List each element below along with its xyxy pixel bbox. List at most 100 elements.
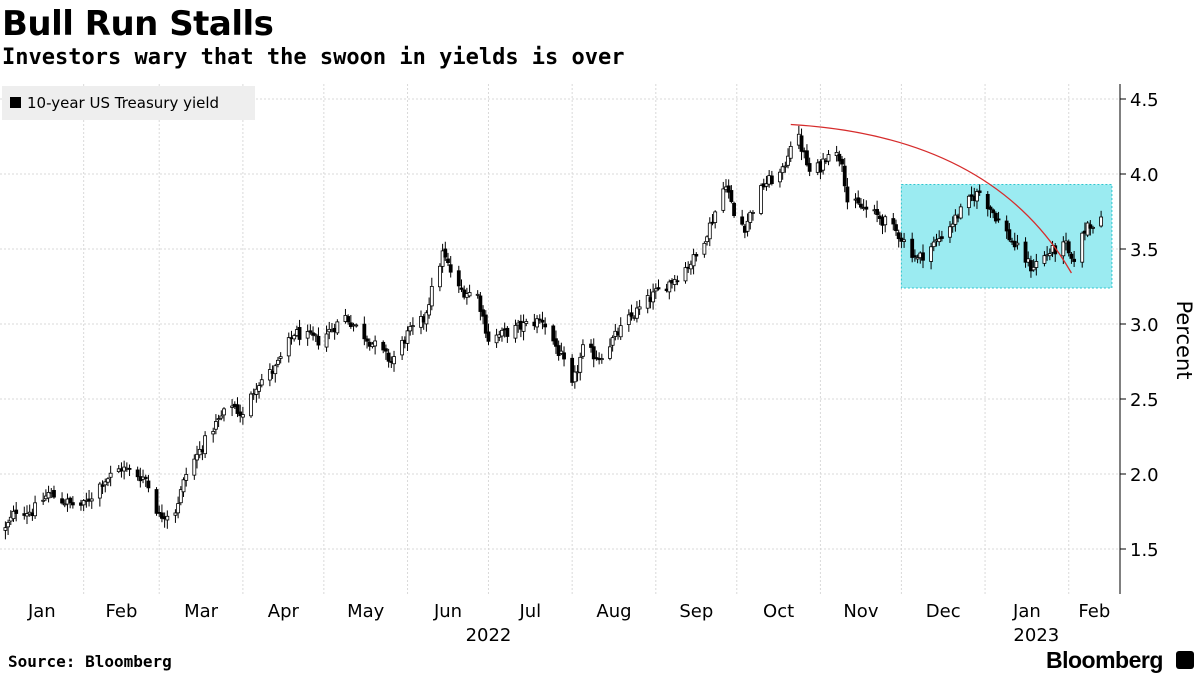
candle-body bbox=[912, 255, 917, 258]
candle-body bbox=[1031, 266, 1036, 271]
candle-body bbox=[292, 335, 297, 340]
candle-body bbox=[386, 352, 391, 362]
chart-subtitle: Investors wary that the swoon in yields … bbox=[2, 45, 625, 70]
candle-body bbox=[1066, 241, 1071, 254]
candle-body bbox=[475, 293, 480, 296]
candle-body bbox=[446, 258, 450, 264]
candle-body bbox=[651, 291, 656, 303]
candle-body bbox=[41, 499, 46, 502]
candle-body bbox=[1047, 253, 1052, 257]
candle-body bbox=[637, 306, 642, 310]
candle-body bbox=[826, 154, 831, 162]
candle-body bbox=[910, 238, 915, 258]
y-tick-label: 3.0 bbox=[1130, 315, 1159, 336]
candle-body bbox=[427, 304, 432, 316]
candle-body bbox=[675, 280, 680, 283]
candle-body bbox=[599, 358, 604, 361]
candle-body bbox=[859, 203, 863, 208]
candle-body bbox=[135, 469, 140, 478]
candle-body bbox=[745, 220, 750, 232]
candle-body bbox=[688, 263, 693, 270]
candle-body bbox=[197, 448, 202, 456]
candle-body bbox=[127, 468, 132, 470]
candle-body bbox=[759, 185, 763, 214]
candle-body bbox=[146, 480, 151, 489]
candle-body bbox=[950, 223, 955, 228]
y-tick-label: 2.0 bbox=[1130, 465, 1159, 486]
candle-body bbox=[483, 314, 488, 334]
candle-body bbox=[537, 318, 542, 321]
candle-body bbox=[931, 241, 936, 248]
candle-body bbox=[1004, 220, 1009, 232]
candle-body bbox=[875, 209, 880, 215]
brand-logo-text: Bloomberg bbox=[1046, 647, 1163, 673]
legend-swatch bbox=[10, 97, 21, 108]
candle-body bbox=[1080, 232, 1085, 263]
candle-body bbox=[311, 332, 315, 336]
candle-body bbox=[740, 216, 745, 225]
candle-body bbox=[400, 340, 405, 356]
candle-body bbox=[6, 522, 10, 528]
candle-body bbox=[969, 194, 974, 197]
candle-body bbox=[238, 411, 243, 417]
candle-body bbox=[591, 346, 596, 360]
candle-body bbox=[178, 489, 183, 504]
candle-body bbox=[3, 527, 8, 531]
candle-body bbox=[1085, 222, 1090, 236]
candle-body bbox=[346, 316, 351, 323]
candle-body bbox=[8, 516, 13, 522]
candle-body bbox=[1023, 241, 1028, 263]
candle-body bbox=[1061, 241, 1066, 257]
x-month-label: Apr bbox=[268, 601, 300, 622]
x-year-label: 2022 bbox=[466, 625, 512, 646]
candle-body bbox=[939, 236, 944, 239]
legend: 10-year US Treasury yield bbox=[2, 86, 255, 120]
candle-body bbox=[948, 226, 952, 238]
candle-body bbox=[845, 186, 850, 203]
candle-body bbox=[313, 334, 318, 337]
candle-body bbox=[991, 209, 996, 214]
candle-body bbox=[108, 472, 113, 478]
candle-body bbox=[411, 325, 415, 328]
candle-body bbox=[610, 337, 615, 346]
candle-body bbox=[384, 348, 388, 352]
x-month-label: Feb bbox=[1078, 601, 1110, 622]
candle-body bbox=[556, 345, 561, 356]
candle-body bbox=[481, 309, 485, 317]
candle-body bbox=[783, 165, 788, 168]
candle-body bbox=[211, 431, 216, 435]
candle-body bbox=[494, 334, 499, 344]
candle-body bbox=[821, 158, 826, 171]
candle-body bbox=[805, 150, 809, 166]
candle-body bbox=[953, 214, 958, 225]
candle-body bbox=[424, 312, 429, 325]
source-note: Source: Bloomberg bbox=[8, 652, 172, 671]
candle-body bbox=[478, 295, 483, 312]
candle-body bbox=[807, 163, 812, 172]
brand-terminal-icon bbox=[1176, 651, 1194, 669]
candle-body bbox=[235, 404, 240, 414]
candle-body bbox=[635, 307, 639, 319]
candle-body bbox=[203, 435, 208, 455]
trendline bbox=[790, 123, 1072, 274]
candle-body bbox=[106, 478, 110, 483]
candle-body bbox=[184, 474, 189, 481]
candle-body bbox=[297, 327, 302, 340]
candle-body bbox=[543, 323, 548, 328]
candle-body bbox=[308, 330, 313, 333]
candle-body bbox=[160, 512, 164, 519]
candle-body bbox=[726, 185, 731, 193]
candle-body bbox=[896, 232, 901, 240]
candle-body bbox=[405, 330, 410, 344]
candle-body bbox=[778, 171, 782, 183]
candle-body bbox=[902, 239, 906, 242]
candle-body bbox=[521, 322, 526, 332]
candle-body bbox=[1029, 260, 1033, 272]
y-tick-label: 3.5 bbox=[1130, 240, 1159, 261]
x-month-label: Mar bbox=[184, 601, 219, 622]
candle-body bbox=[276, 359, 280, 365]
candle-body bbox=[216, 418, 221, 421]
candle-body bbox=[1015, 242, 1020, 246]
candle-body bbox=[335, 321, 340, 334]
candle-body bbox=[381, 341, 386, 351]
